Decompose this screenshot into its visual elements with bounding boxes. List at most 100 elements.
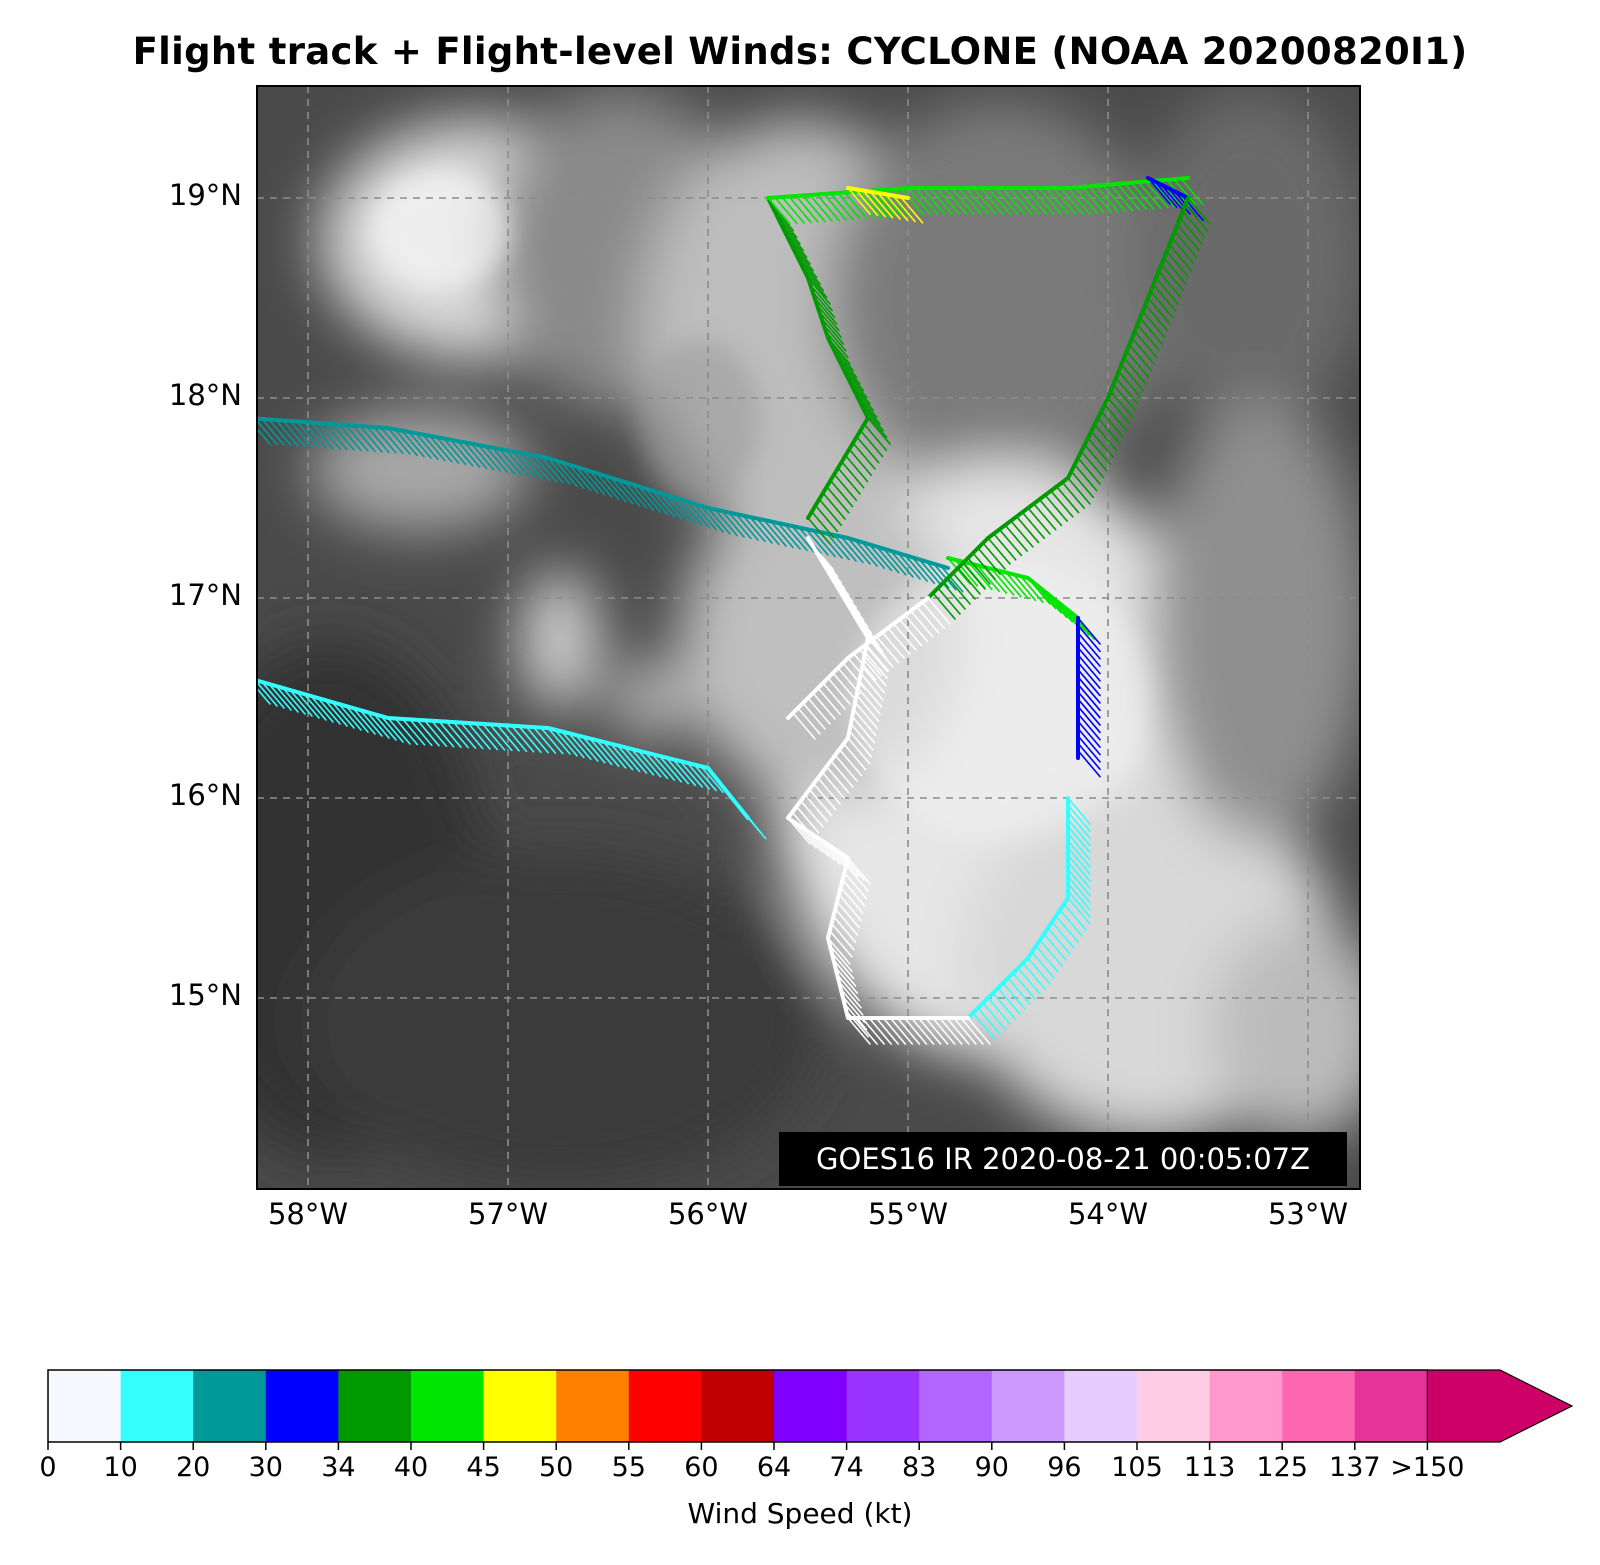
wind-barb bbox=[865, 644, 890, 672]
wind-barb bbox=[833, 534, 857, 562]
wind-barb bbox=[940, 565, 964, 593]
wind-barb bbox=[855, 618, 880, 647]
lon-tick-55: 55°W bbox=[867, 1197, 949, 1231]
wind-barb bbox=[1131, 337, 1155, 365]
wind-barb bbox=[791, 525, 815, 553]
wind-barb bbox=[1067, 804, 1091, 832]
wind-barb bbox=[1052, 187, 1077, 215]
wind-barb bbox=[1173, 178, 1197, 206]
wind-barb bbox=[823, 193, 847, 221]
wind-barb bbox=[623, 481, 648, 509]
lon-tick-57: 57°W bbox=[467, 1197, 549, 1231]
wind-barb bbox=[817, 777, 841, 805]
wind-barb bbox=[303, 693, 327, 721]
wind-barb bbox=[1109, 183, 1134, 212]
wind-barb bbox=[1155, 277, 1179, 305]
wind-barb bbox=[825, 485, 850, 514]
wind-barb bbox=[1103, 403, 1128, 432]
wind-barb bbox=[686, 761, 710, 790]
wind-barb bbox=[387, 427, 411, 455]
wind-barb bbox=[840, 460, 865, 489]
wind-barb bbox=[275, 685, 299, 713]
wind-barb bbox=[967, 557, 991, 585]
wind-barb bbox=[998, 569, 1022, 598]
wind-barb bbox=[861, 541, 886, 570]
wind-barb bbox=[602, 741, 627, 769]
wind-barb bbox=[972, 187, 997, 215]
wind-barb bbox=[581, 468, 606, 496]
wind-barb bbox=[864, 644, 888, 672]
lon-tick-58: 58°W bbox=[267, 1197, 349, 1231]
wind-barb bbox=[1055, 485, 1080, 514]
wind-barb bbox=[807, 517, 831, 545]
wind-barb bbox=[910, 610, 934, 638]
wind-barb bbox=[644, 751, 669, 780]
wind-barb bbox=[1097, 417, 1121, 445]
wind-barb bbox=[1187, 197, 1211, 225]
wind-barb bbox=[1073, 463, 1098, 492]
colorbar-frame bbox=[47, 1369, 1428, 1443]
wind-barb bbox=[884, 193, 909, 222]
wind-barb bbox=[1032, 502, 1057, 531]
wind-barb bbox=[1067, 832, 1091, 861]
wind-barb bbox=[770, 520, 794, 549]
wind-barb bbox=[1043, 590, 1068, 619]
wind-barb bbox=[1165, 250, 1190, 279]
wind-barb bbox=[693, 502, 717, 531]
wind-barb bbox=[1067, 882, 1091, 911]
wind-barb bbox=[630, 748, 655, 776]
wind-barb bbox=[780, 223, 805, 252]
wind-barb bbox=[979, 187, 1004, 215]
wind-barb bbox=[408, 431, 432, 459]
wind-barb bbox=[848, 448, 873, 477]
colorbar-cell bbox=[556, 1370, 630, 1442]
colorbar-cell bbox=[265, 1370, 339, 1442]
wind-barb bbox=[463, 441, 488, 470]
wind-barb bbox=[892, 622, 917, 651]
wind-barb bbox=[728, 511, 752, 540]
track-segment bbox=[966, 796, 1091, 1040]
wind-barb bbox=[1031, 951, 1055, 979]
wind-barb bbox=[829, 479, 854, 508]
wind-barb bbox=[875, 545, 900, 574]
wind-barb bbox=[829, 929, 853, 958]
wind-barb bbox=[837, 192, 861, 220]
wind-barb bbox=[1007, 977, 1031, 1005]
wind-barb bbox=[1002, 982, 1026, 1010]
wind-barb bbox=[904, 554, 928, 582]
wind-barb bbox=[366, 425, 390, 454]
wind-barb bbox=[561, 461, 585, 490]
wind-barb bbox=[1067, 818, 1091, 847]
wind-barb bbox=[1141, 310, 1166, 339]
wind-barb bbox=[1070, 470, 1095, 499]
wind-barb bbox=[1027, 957, 1051, 985]
wind-barb bbox=[1077, 617, 1101, 645]
wind-barb bbox=[1077, 742, 1101, 771]
wind-barb bbox=[862, 658, 887, 687]
wind-barb bbox=[790, 243, 815, 272]
wind-barb bbox=[835, 849, 859, 877]
wind-barb bbox=[630, 483, 655, 511]
wind-barb bbox=[977, 547, 1001, 575]
wind-barb bbox=[830, 922, 855, 951]
chart-title: Flight track + Flight-level Winds: CYCLO… bbox=[132, 30, 1468, 73]
wind-barb bbox=[1045, 187, 1069, 215]
track-line bbox=[257, 416, 950, 570]
colorbar-label: Wind Speed (kt) bbox=[687, 1497, 913, 1530]
wind-barb bbox=[1125, 350, 1150, 379]
wind-barb bbox=[818, 310, 842, 339]
wind-barb bbox=[837, 357, 861, 385]
wind-barb bbox=[937, 587, 961, 615]
wind-barb bbox=[875, 635, 900, 664]
wind-barb bbox=[767, 197, 791, 225]
wind-barb bbox=[257, 419, 278, 446]
wind-barb bbox=[257, 687, 271, 705]
wind-barb bbox=[1047, 927, 1071, 955]
wind-barb bbox=[972, 552, 996, 580]
wind-barb bbox=[510, 724, 535, 753]
wind-barb bbox=[843, 871, 868, 900]
lon-tick-53: 53°W bbox=[1267, 1197, 1349, 1231]
wind-barb bbox=[532, 726, 557, 754]
wind-barb bbox=[977, 1007, 1001, 1035]
wind-barb bbox=[1090, 430, 1115, 459]
